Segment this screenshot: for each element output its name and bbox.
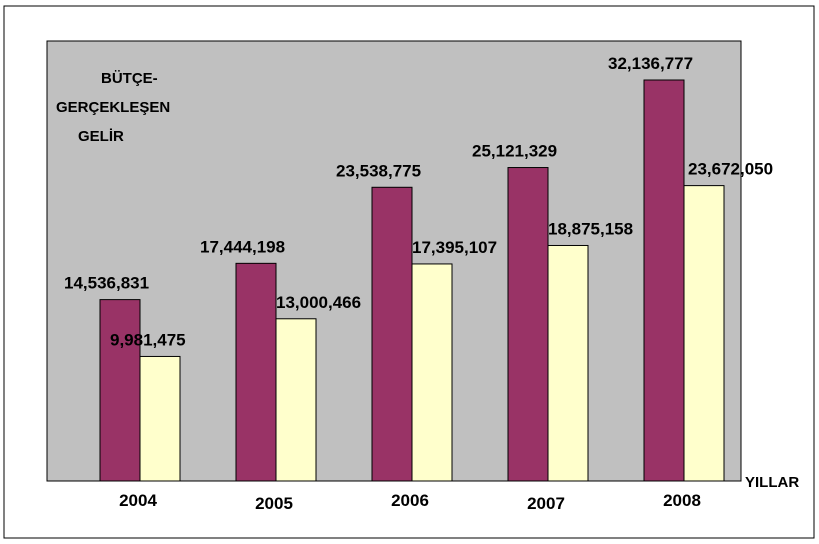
legend-line-1: BÜTÇE- <box>101 70 158 87</box>
x-tick-label-2004: 2004 <box>119 491 157 510</box>
value-label-budget-2005: 17,444,198 <box>200 237 285 256</box>
bar-budget-2006 <box>371 186 413 482</box>
x-tick-label-2008: 2008 <box>663 491 701 510</box>
bar-budget-2008 <box>643 79 685 482</box>
value-label-actual-2008: 23,672,050 <box>688 160 773 179</box>
bars-group <box>99 79 725 482</box>
value-label-budget-2006: 23,538,775 <box>336 161 421 180</box>
x-tick-label-2007: 2007 <box>527 494 565 513</box>
value-label-actual-2005: 13,000,466 <box>276 293 361 312</box>
x-tick-labels-group: 2004 2005 2006 2007 2008 <box>119 491 701 513</box>
bar-actual-2007 <box>547 244 589 482</box>
x-axis-title: YILLAR <box>745 474 799 491</box>
value-label-budget-2004: 14,536,831 <box>64 274 149 293</box>
bar-actual-2004 <box>139 355 181 482</box>
bar-budget-2005 <box>235 262 277 482</box>
value-label-budget-2008: 32,136,777 <box>608 54 693 73</box>
value-label-actual-2006: 17,395,107 <box>412 238 497 257</box>
legend-line-3: GELİR <box>78 128 124 145</box>
x-tick-label-2005: 2005 <box>255 494 293 513</box>
value-label-actual-2007: 18,875,158 <box>548 219 633 238</box>
legend-line-2: GERÇEKLEŞEN <box>56 99 170 116</box>
value-label-actual-2004: 9,981,475 <box>110 330 186 349</box>
bar-budget-2007 <box>507 167 549 482</box>
bar-actual-2008 <box>683 185 725 482</box>
x-tick-label-2006: 2006 <box>391 491 429 510</box>
bar-actual-2005 <box>275 318 317 482</box>
value-labels-group: 14,536,831 17,444,198 23,538,775 25,121,329… <box>64 54 773 349</box>
bar-budget-2004 <box>99 299 141 482</box>
bar-actual-2006 <box>411 263 453 482</box>
value-label-budget-2007: 25,121,329 <box>472 142 557 161</box>
legend: BÜTÇE- GERÇEKLEŞEN GELİR <box>56 70 170 145</box>
